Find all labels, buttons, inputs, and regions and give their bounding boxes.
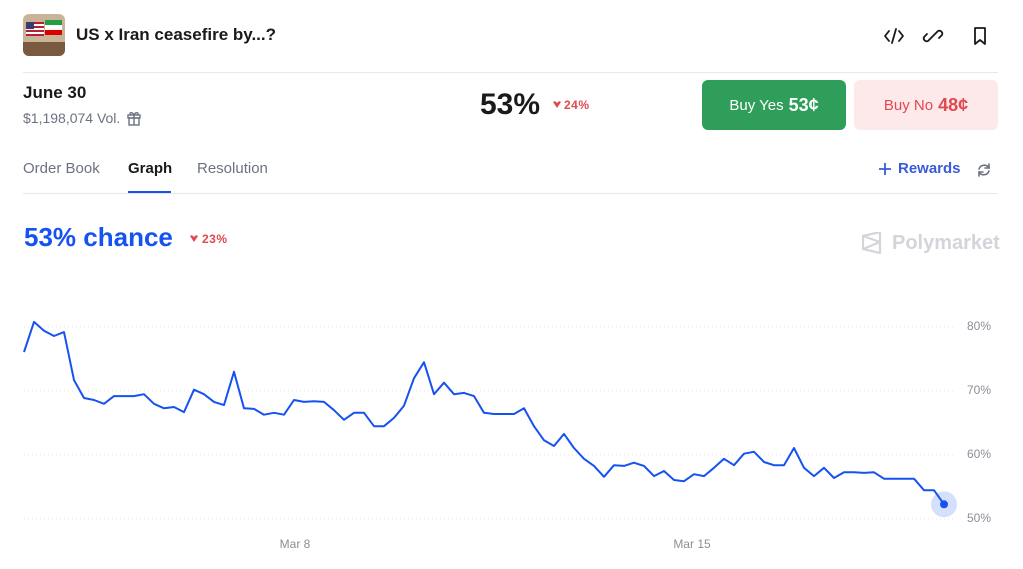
brand-logo: [861, 232, 882, 254]
refresh-icon[interactable]: [976, 162, 992, 178]
volume: $1,198,074 Vol.: [23, 110, 121, 126]
embed-icon[interactable]: [884, 28, 904, 44]
last-point: [940, 500, 948, 509]
divider: [23, 193, 998, 194]
divider: [23, 72, 998, 73]
tab[interactable]: Resolution: [197, 160, 268, 177]
buy-no-label: Buy No: [883, 96, 934, 114]
down-arrow: [190, 235, 198, 242]
gift-icon[interactable]: [126, 110, 142, 126]
market-title: US x Iran ceasefire by...?: [76, 25, 276, 44]
price-line: [23, 320, 945, 505]
outcome-date: June 30: [23, 83, 87, 102]
chart-title: 53% chance: [24, 222, 173, 252]
bookmark-icon[interactable]: [974, 27, 986, 45]
flags-icon: [23, 14, 65, 56]
buy-no-price: 48¢: [938, 94, 969, 115]
buy-no-button[interactable]: Buy No 48¢: [854, 80, 998, 130]
link-icon[interactable]: [922, 29, 944, 43]
x-tick-label: Mar 8: [280, 537, 311, 551]
y-tick-label: 70%: [967, 383, 991, 397]
y-tick-label: 50%: [967, 511, 991, 525]
tab[interactable]: Order Book: [23, 160, 100, 177]
tab-underline: [128, 191, 171, 193]
buy-yes-button[interactable]: Buy Yes 53¢: [702, 80, 846, 130]
tab[interactable]: Graph: [128, 160, 173, 177]
plus-icon: [879, 163, 891, 175]
y-tick-label: 60%: [967, 447, 991, 461]
buy-yes-label: Buy Yes: [729, 96, 784, 114]
x-tick-label: Mar 15: [673, 537, 711, 551]
rewards-link[interactable]: Rewards: [898, 160, 961, 177]
buy-yes-price: 53¢: [788, 94, 819, 115]
brand-name: Polymarket: [892, 232, 1000, 254]
y-tick-label: 80%: [967, 319, 991, 333]
down-arrow: [553, 101, 561, 108]
chart-change: 23%: [202, 232, 228, 246]
header-icons: [884, 27, 986, 45]
probability: 53%: [480, 88, 541, 121]
market-image: [23, 14, 65, 56]
price-change: 24%: [564, 98, 590, 112]
